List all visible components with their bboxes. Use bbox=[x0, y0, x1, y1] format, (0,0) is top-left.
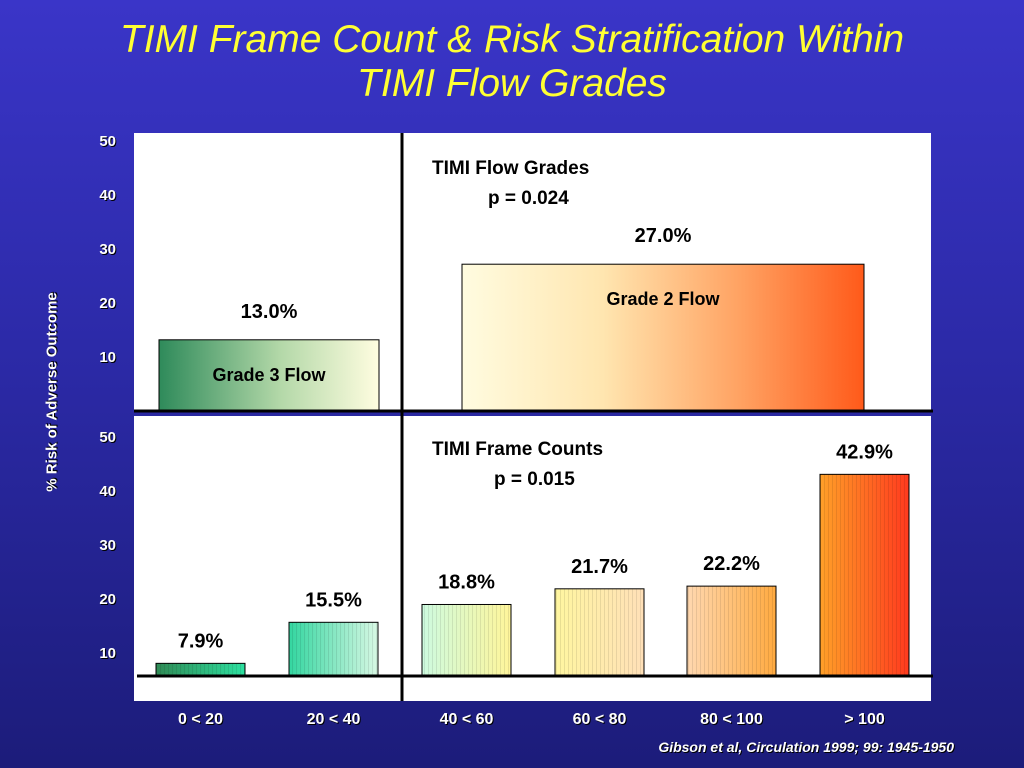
bottom-y-tick-label: 30 bbox=[99, 537, 116, 554]
top-bar-value-label: 13.0% bbox=[241, 301, 298, 323]
top-annotation-title: TIMI Flow Grades bbox=[432, 158, 589, 179]
top-bar bbox=[158, 339, 380, 411]
x-tick-label: 80 < 100 bbox=[700, 711, 763, 728]
bottom-bar-value-label: 18.8% bbox=[438, 571, 495, 593]
bottom-bar-texture bbox=[820, 474, 909, 676]
top-bar-category-label: Grade 2 Flow bbox=[606, 289, 720, 309]
bottom-bar-value-label: 22.2% bbox=[703, 553, 760, 575]
top-bar-value-label: 27.0% bbox=[635, 225, 692, 247]
title-line-1: TIMI Frame Count & Risk Stratification W… bbox=[119, 18, 905, 61]
top-y-tick-label: 30 bbox=[99, 241, 116, 258]
top-y-tick-label: 10 bbox=[99, 349, 116, 366]
title-line-2: TIMI Flow Grades bbox=[357, 62, 667, 105]
x-tick-labels: 0 < 20 20 < 40 40 < 60 60 < 80 80 < 100 > 100 bbox=[178, 711, 885, 728]
x-tick-label: 40 < 60 bbox=[440, 711, 494, 728]
top-y-tick-label: 20 bbox=[99, 295, 116, 312]
x-tick-label: 60 < 80 bbox=[573, 711, 627, 728]
top-bars: Grade 3 Flow 13.0% Grade 2 Flow 27.0% bbox=[158, 225, 865, 411]
top-bar-category-label: Grade 3 Flow bbox=[212, 365, 326, 385]
top-y-tick-label: 40 bbox=[99, 187, 116, 204]
top-annotation-pvalue: p = 0.024 bbox=[488, 188, 569, 209]
bottom-y-tick-label: 10 bbox=[99, 645, 116, 662]
bottom-y-tick-label: 20 bbox=[99, 591, 116, 608]
bottom-y-tick-label: 40 bbox=[99, 483, 116, 500]
top-y-ticks: 10 20 30 40 50 bbox=[99, 133, 116, 366]
bottom-bar-texture bbox=[289, 622, 378, 676]
x-tick-label: 0 < 20 bbox=[178, 711, 223, 728]
bottom-annotation-pvalue: p = 0.015 bbox=[494, 469, 575, 490]
citation: Gibson et al, Circulation 1999; 99: 1945… bbox=[658, 739, 954, 755]
bottom-y-ticks: 10 20 30 40 50 bbox=[99, 429, 116, 662]
top-y-tick-label: 50 bbox=[99, 133, 116, 150]
x-tick-label: > 100 bbox=[844, 711, 885, 728]
bottom-bar-value-label: 21.7% bbox=[571, 556, 628, 578]
bottom-bar-value-label: 42.9% bbox=[836, 441, 893, 463]
bottom-y-tick-label: 50 bbox=[99, 429, 116, 446]
x-tick-label: 20 < 40 bbox=[307, 711, 361, 728]
bottom-bar-texture bbox=[422, 604, 511, 676]
bottom-bar-texture bbox=[555, 588, 644, 676]
bottom-bar-texture bbox=[156, 663, 245, 676]
bottom-bar-texture bbox=[687, 586, 776, 676]
bottom-bars: 7.9% 15.5% 18.8% 21.7% 22.2% 42.9% bbox=[155, 441, 910, 677]
bottom-bar-value-label: 7.9% bbox=[178, 630, 224, 652]
bottom-annotation-title: TIMI Frame Counts bbox=[432, 439, 603, 460]
bottom-panel-background bbox=[134, 416, 931, 701]
top-bar bbox=[461, 263, 865, 411]
slide-title: TIMI Frame Count & Risk Stratification W… bbox=[0, 18, 1024, 106]
bottom-bar-value-label: 15.5% bbox=[305, 589, 362, 611]
